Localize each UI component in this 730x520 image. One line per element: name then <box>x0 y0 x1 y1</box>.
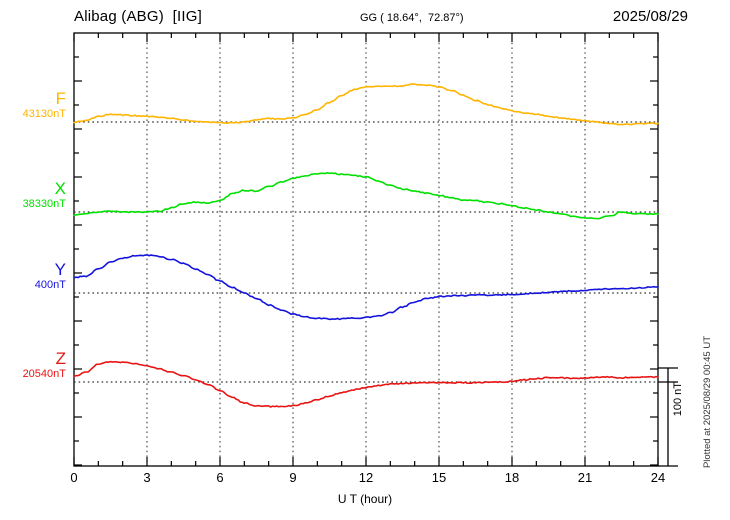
component-baseline-y: 400nT <box>34 279 66 291</box>
scale-bar <box>658 367 678 467</box>
baseline-lines <box>74 121 658 383</box>
component-label-z: Z <box>55 349 66 368</box>
x-tick-label: 9 <box>289 470 297 485</box>
component-label-y: Y <box>54 260 66 279</box>
plotted-at-text: Plotted at 2025/08/29 00:45 UT <box>702 336 713 469</box>
x-tick-label: 6 <box>216 470 224 485</box>
observation-date: 2025/08/29 <box>612 8 688 25</box>
x-axis-label: U T (hour) <box>337 492 393 506</box>
x-tick-label: 3 <box>143 470 151 485</box>
axis-ticks <box>73 33 659 466</box>
x-tick-label: 15 <box>431 470 447 485</box>
x-tick-label: 24 <box>650 470 666 485</box>
x-tick-label: 21 <box>577 470 593 485</box>
component-baseline-z: 20540nT <box>22 368 66 380</box>
component-baseline-f: 43130nT <box>22 108 66 120</box>
scale-bar-label: 100 nT <box>672 382 684 417</box>
x-tick-label: 0 <box>70 470 78 485</box>
x-tick-label: 12 <box>358 470 374 485</box>
page-title: Alibag (ABG) [IIG] <box>74 8 203 25</box>
geographic-coordinates: GG ( 18.64°, 72.87°) <box>360 12 464 24</box>
grid-lines <box>146 33 586 466</box>
x-tick-label: 18 <box>504 470 520 485</box>
component-baseline-x: 38330nT <box>22 198 66 210</box>
component-label-f: F <box>55 89 66 108</box>
data-series <box>73 83 659 408</box>
component-label-x: X <box>54 179 66 198</box>
